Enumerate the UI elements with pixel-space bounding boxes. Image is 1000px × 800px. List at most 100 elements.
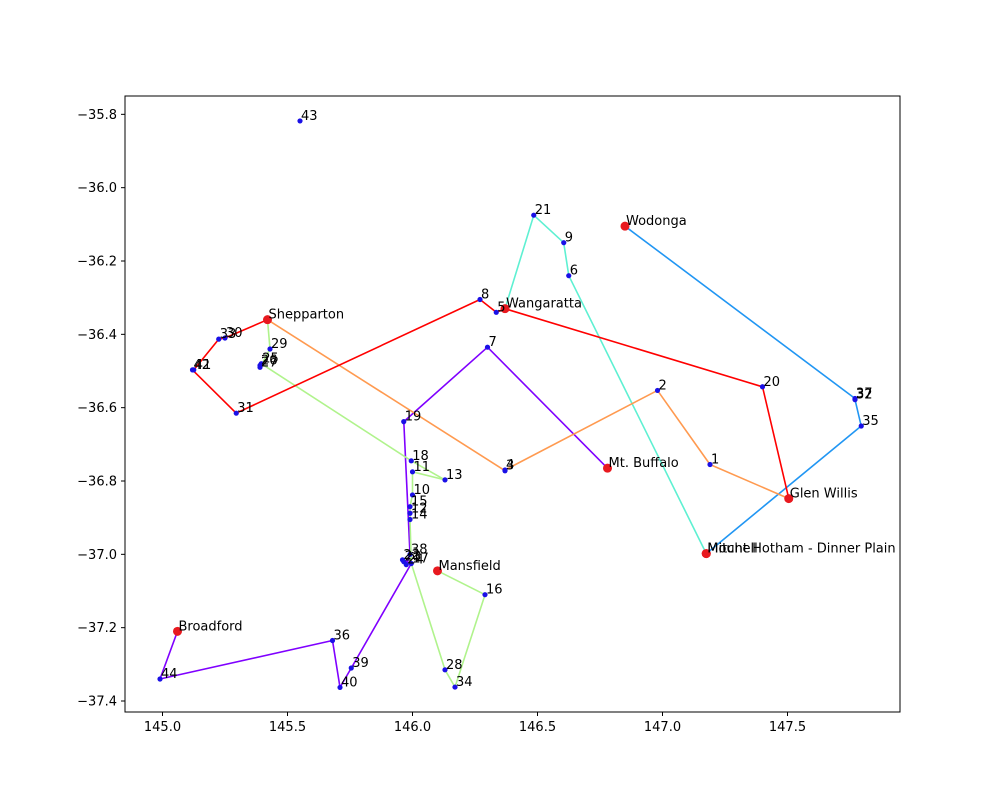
customer-label-35: 35 [862,414,879,429]
customer-point-21 [531,212,537,218]
customer-point-15 [407,504,413,510]
customer-point-34 [452,684,458,690]
depot-label-8: Mitchell [707,542,758,557]
customer-label-31: 31 [237,401,254,416]
customer-point-42 [189,367,196,373]
y-tick-label-5: −36.6 [77,401,117,416]
customer-label-25: 25 [262,352,279,367]
customer-label-38: 38 [411,542,428,557]
customer-label-7: 7 [489,335,497,350]
depot-label-9: Broadford [179,619,243,634]
x-tick-label-2: 145.5 [269,720,306,735]
route-line-5 [267,319,790,500]
customer-label-14: 14 [411,508,428,523]
customer-label-12: 12 [411,501,428,516]
customer-label-2: 2 [659,378,667,393]
customer-point-2 [654,387,661,394]
depot-point-4 [603,463,612,473]
customer-label-39: 39 [352,656,369,671]
customer-label-28: 28 [446,658,463,673]
customer-label-18: 18 [412,449,429,464]
customer-point-40 [337,684,343,691]
customer-point-38 [407,551,413,557]
customer-point-17 [408,560,414,567]
customer-point-20 [759,384,766,390]
x-tick-label-1: 145.0 [144,720,181,735]
plot-area-frame [124,95,901,713]
depot-label-4: Mt. Buffalo [609,456,679,471]
customer-label-41: 41 [195,358,212,373]
customer-point-36 [329,637,336,644]
customer-label-22: 22 [404,548,421,563]
customer-label-30: 30 [226,326,243,341]
customer-label-43: 43 [301,109,318,124]
customer-point-13 [442,477,448,483]
customer-point-28 [442,667,448,673]
customer-label-9: 9 [565,231,573,246]
customer-label-13: 13 [446,468,463,483]
customer-label-1: 1 [711,453,719,468]
depot-label-2: Wangaratta [506,297,582,312]
y-tick-label-8: −37.2 [77,621,117,636]
customer-point-19 [401,419,407,425]
customer-label-29: 29 [271,337,288,352]
customer-point-4 [502,467,508,473]
customer-point-18 [408,458,414,464]
customer-point-35 [858,423,864,429]
customer-label-16: 16 [486,583,503,598]
customer-point-6 [566,273,572,279]
depot-label-5: Glen Willis [790,487,858,502]
customer-point-14 [407,516,413,523]
customer-point-39 [348,665,354,671]
customer-point-12 [407,510,413,516]
customer-label-37: 37 [856,387,873,402]
customer-label-23: 23 [405,550,422,565]
x-tick-label-6: 147.5 [769,720,806,735]
y-tick-label-9: −37.4 [77,695,117,710]
depot-point-6 [433,566,442,576]
customer-label-4: 4 [506,458,514,473]
customer-label-27: 27 [261,355,278,370]
customer-label-15: 15 [411,495,428,510]
customer-point-43 [297,118,303,124]
customer-label-40: 40 [341,675,358,690]
customer-label-44: 44 [161,667,178,682]
customer-point-27 [257,364,263,370]
customer-label-36: 36 [334,629,351,644]
customer-label-24: 24 [407,553,424,568]
y-tick-label-1: −35.8 [77,108,117,123]
y-tick-label-2: −36.0 [77,181,117,196]
axes-layer: 145.0 145.5 146.0 146.5 147.0 147.5 −35.8 −36.0… [77,108,806,735]
customer-label-6: 6 [570,264,578,279]
customer-point-31 [233,410,239,416]
depot-label-6: Mansfield [439,559,501,574]
x-tick-label-3: 146.0 [394,720,431,735]
customer-point-7 [484,344,491,350]
points-layer [157,118,864,691]
y-tick-label-4: −36.4 [77,328,117,343]
customer-point-1 [707,461,713,468]
customer-label-11: 11 [414,460,431,475]
customer-point-5 [493,309,499,315]
depot-point-2 [500,304,510,314]
depot-point-9 [173,626,182,636]
y-tick-label-7: −37.0 [77,548,117,563]
customer-label-26: 26 [261,354,278,369]
customer-point-24 [403,562,409,568]
customer-point-11 [409,469,416,475]
customer-point-9 [561,240,567,246]
y-tick-label-3: −36.2 [77,255,117,270]
depot-label-3: Shepparton [269,308,345,323]
customer-label-42: 42 [194,358,211,373]
customer-label-20: 20 [764,375,781,390]
customer-label-34: 34 [456,675,473,690]
customer-point-8 [477,296,483,303]
labels-layer: 1234567891011121314151617181920212223242… [161,109,896,691]
x-tick-label-4: 146.5 [519,720,556,735]
customer-label-17: 17 [412,552,429,567]
customer-point-10 [409,492,416,498]
customer-label-8: 8 [481,288,489,303]
depot-point-1 [620,221,630,231]
